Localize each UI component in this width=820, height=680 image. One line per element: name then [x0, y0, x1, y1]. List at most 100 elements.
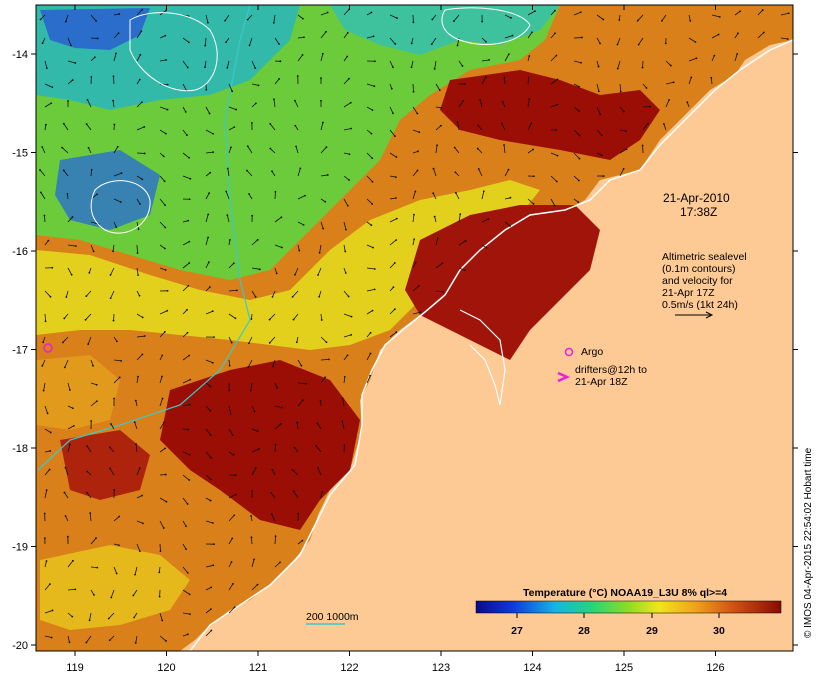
velocity-vector-tip — [132, 594, 135, 597]
isobath-label: 200 1000m — [306, 611, 359, 623]
velocity-vector-tip — [371, 109, 374, 111]
velocity-vector — [389, 239, 397, 246]
velocity-vector — [205, 451, 212, 459]
velocity-vector-tip — [713, 54, 716, 57]
velocity-vector-tip — [187, 284, 190, 287]
y-axis-ticks: -14 -15 -16 -17 -18 -19 -20 — [12, 49, 798, 652]
y-tick-label: -15 — [12, 148, 28, 160]
velocity-vector-tip — [70, 44, 72, 47]
velocity-vector-tip — [371, 180, 374, 183]
velocity-vector-tip — [209, 499, 212, 502]
y-tick-label: -18 — [12, 443, 28, 455]
map-frame — [35, 4, 794, 652]
velocity-vector-tip — [186, 503, 189, 505]
velocity-vector — [136, 267, 139, 276]
velocity-vector — [44, 428, 51, 433]
velocity-vector-tip — [88, 271, 91, 274]
velocity-vector-tip — [115, 226, 118, 229]
velocity-vector-tip — [43, 214, 46, 217]
velocity-vector-tip — [641, 144, 644, 147]
velocity-vector — [67, 560, 74, 568]
velocity-vector-tip — [578, 85, 580, 88]
velocity-vector — [320, 53, 324, 62]
velocity-vector — [342, 398, 345, 407]
velocity-vector-tip — [695, 57, 698, 60]
velocity-vector-tip — [110, 596, 113, 599]
velocity-vector — [297, 359, 302, 366]
velocity-vector-tip — [208, 112, 211, 115]
x-tick-label: 124 — [523, 662, 541, 674]
velocity-vector-tip — [254, 67, 257, 70]
velocity-vector-tip — [209, 434, 212, 437]
velocity-vector — [132, 589, 138, 596]
velocity-vector — [228, 313, 236, 319]
velocity-vector — [596, 129, 603, 136]
velocity-vector — [247, 14, 253, 20]
velocity-vector-tip — [164, 132, 167, 135]
velocity-vector-tip — [230, 146, 232, 149]
velocity-vector — [274, 37, 280, 45]
velocity-vector-tip — [272, 21, 275, 24]
map-area — [36, 5, 793, 651]
colorbar-tick-label: 29 — [646, 625, 658, 637]
velocity-vector-tip — [390, 87, 393, 90]
velocity-vector-tip — [438, 89, 441, 92]
velocity-vector-tip — [233, 514, 236, 517]
velocity-vector — [182, 60, 189, 68]
velocity-vector — [228, 262, 235, 269]
x-tick-label: 123 — [432, 662, 450, 674]
velocity-vector — [228, 514, 235, 522]
velocity-vector-tip — [739, 10, 742, 13]
velocity-vector — [251, 428, 258, 432]
velocity-vector-tip — [555, 129, 558, 131]
velocity-vector — [320, 358, 329, 361]
velocity-vector-tip — [234, 317, 237, 320]
velocity-vector — [44, 240, 49, 246]
velocity-vector-tip — [554, 9, 556, 12]
velocity-vector-tip — [133, 616, 136, 619]
velocity-vector-tip — [293, 99, 296, 102]
velocity-vector-tip — [256, 583, 259, 586]
velocity-vector — [224, 14, 230, 21]
x-tick-label: 125 — [615, 662, 633, 674]
velocity-vector — [481, 59, 490, 62]
velocity-vector-tip — [430, 43, 433, 46]
velocity-vector — [228, 83, 233, 92]
velocity-vector-tip — [207, 261, 210, 264]
velocity-vector — [503, 145, 506, 154]
velocity-vector-tip — [304, 382, 307, 385]
velocity-vector-tip — [293, 446, 296, 449]
velocity-vector — [204, 37, 207, 46]
velocity-vector — [159, 331, 166, 338]
velocity-vector-tip — [232, 262, 235, 265]
velocity-vector — [112, 244, 115, 252]
velocity-vector — [159, 398, 163, 407]
velocity-vector — [343, 8, 350, 16]
velocity-vector-tip — [209, 385, 212, 388]
velocity-vector — [182, 379, 191, 384]
velocity-vector — [412, 83, 414, 92]
velocity-vector — [458, 60, 463, 67]
velocity-vector-tip — [210, 586, 213, 589]
velocity-vector-tip — [395, 197, 397, 199]
velocity-vector — [412, 170, 418, 177]
velocity-vector-tip — [578, 134, 581, 137]
velocity-vector — [90, 589, 95, 596]
velocity-vector-tip — [112, 319, 115, 322]
velocity-vector-tip — [410, 66, 413, 69]
velocity-vector-tip — [440, 124, 442, 127]
velocity-vector-tip — [442, 290, 445, 293]
velocity-vector-tip — [581, 36, 583, 39]
velocity-vector — [269, 336, 276, 344]
velocity-vector-tip — [85, 641, 88, 644]
y-tick-label: -19 — [12, 542, 28, 554]
x-tick-label: 126 — [706, 662, 724, 674]
velocity-vector — [527, 32, 533, 39]
velocity-vector-tip — [136, 252, 139, 254]
velocity-vector — [665, 81, 674, 85]
velocity-vector — [65, 14, 69, 22]
velocity-vector — [182, 285, 189, 292]
velocity-vector-tip — [344, 250, 347, 253]
velocity-vector-tip — [292, 490, 295, 493]
velocity-vector-tip — [616, 43, 619, 46]
